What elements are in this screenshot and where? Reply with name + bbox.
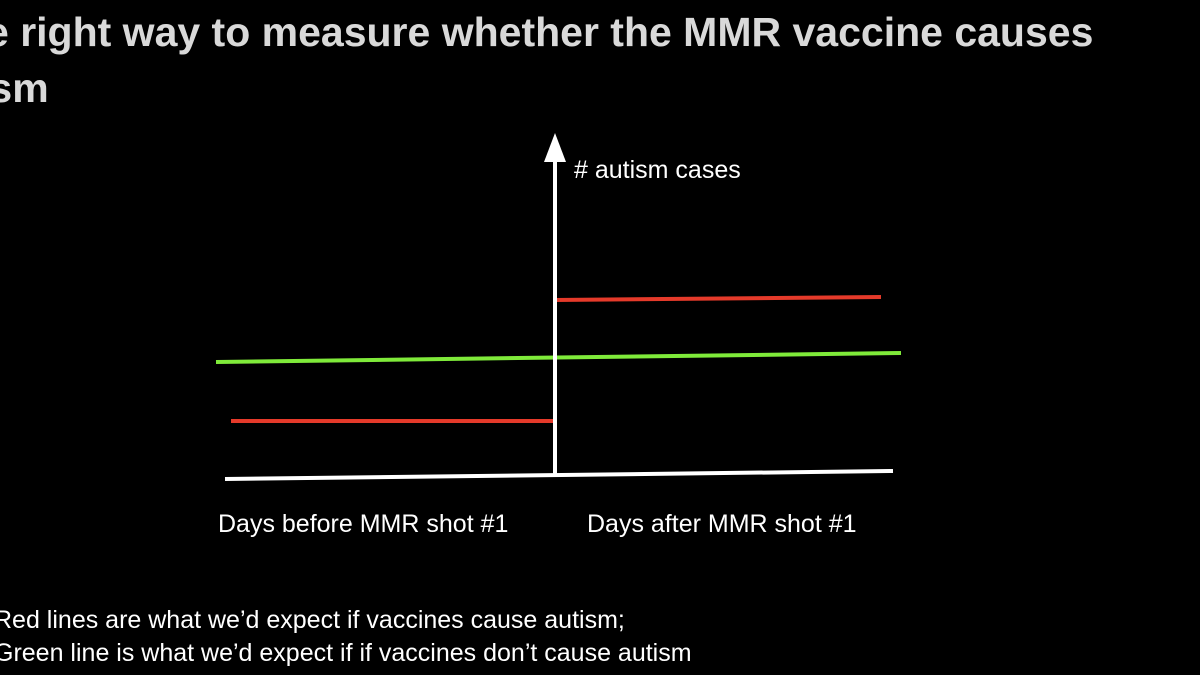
- y-axis-label: # autism cases: [574, 156, 741, 184]
- slide-title: e right way to measure whether the MMR v…: [0, 4, 1200, 116]
- x-axis-label-before: Days before MMR shot #1: [218, 510, 509, 538]
- slide-title-line-1: e right way to measure whether the MMR v…: [0, 9, 1094, 55]
- x-axis-label-after: Days after MMR shot #1: [587, 510, 857, 538]
- caption-green-line: Green line is what we’d expect if if vac…: [0, 639, 692, 667]
- y-axis-arrow-head: [544, 133, 566, 162]
- caption-red-lines: Red lines are what we’d expect if vaccin…: [0, 606, 625, 634]
- slide-title-line-2: ism: [0, 65, 49, 111]
- x-axis: [224, 469, 894, 481]
- red-line-after: [554, 295, 882, 302]
- green-line: [215, 351, 902, 364]
